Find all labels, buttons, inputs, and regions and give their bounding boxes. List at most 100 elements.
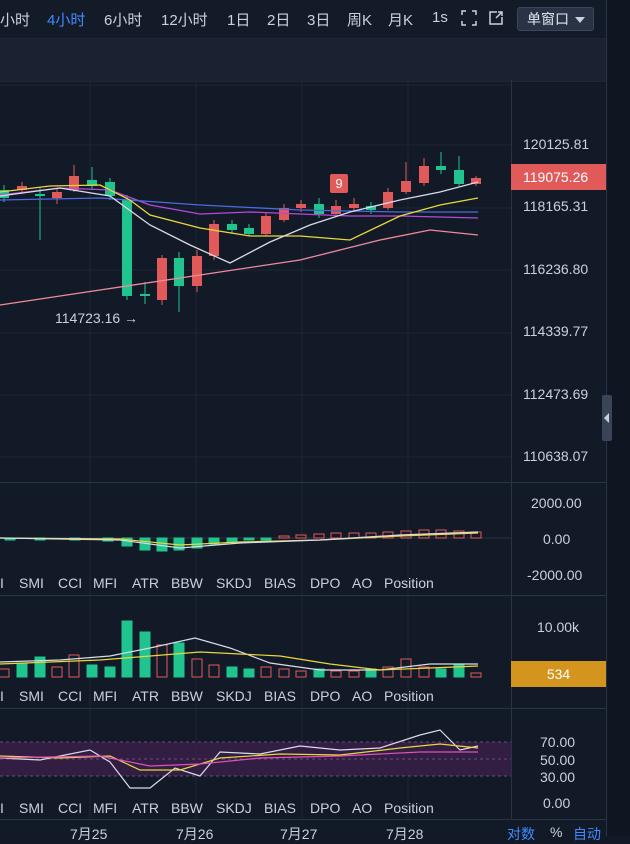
tf-1s[interactable]: 1s bbox=[432, 9, 448, 26]
ind-tab-position[interactable]: Position bbox=[384, 688, 434, 704]
macd-bar bbox=[191, 537, 203, 549]
ind-tab-position[interactable]: Position bbox=[384, 575, 434, 591]
volume-bar bbox=[86, 664, 98, 678]
tf-4h[interactable]: 4小时 bbox=[47, 12, 86, 29]
ind-tab-bbw[interactable]: BBW bbox=[171, 688, 203, 704]
ind-tab-i[interactable]: I bbox=[0, 800, 4, 816]
percent-scale-toggle[interactable]: % bbox=[550, 824, 563, 840]
ind-tab-atr[interactable]: ATR bbox=[132, 575, 159, 591]
fullscreen-icon[interactable] bbox=[461, 10, 477, 26]
candle-body bbox=[87, 180, 97, 186]
ind-tab-atr[interactable]: ATR bbox=[132, 688, 159, 704]
candle-body bbox=[349, 204, 359, 208]
ind-tab-cci[interactable]: CCI bbox=[58, 800, 83, 816]
collapse-panel-button[interactable] bbox=[602, 395, 612, 441]
volume-bar bbox=[156, 644, 168, 678]
ind-tab-bias[interactable]: BIAS bbox=[264, 800, 296, 816]
osc-line-j bbox=[0, 751, 478, 767]
volume-bar bbox=[139, 631, 151, 678]
tf-6h[interactable]: 6小时 bbox=[104, 12, 143, 29]
ind-tab-dpo[interactable]: DPO bbox=[310, 575, 341, 591]
ind-tab-skdj[interactable]: SKDJ bbox=[216, 575, 252, 591]
signal-marker-label: 9 bbox=[335, 176, 343, 191]
macd-line bbox=[0, 531, 479, 549]
pane-divider bbox=[0, 708, 606, 709]
volume-bar bbox=[313, 668, 325, 678]
macd-signal-line bbox=[0, 532, 479, 546]
macd-bar bbox=[260, 537, 272, 541]
signal-marker: 9 bbox=[330, 174, 348, 193]
volume-bar bbox=[243, 668, 255, 678]
ind-tab-atr[interactable]: ATR bbox=[132, 800, 159, 816]
volume-ma-line bbox=[0, 651, 479, 671]
indicator-tab-row: I SMI CCI MFI ATR BBW SKDJ BIAS DPO AO P… bbox=[0, 800, 510, 820]
ind-tab-dpo[interactable]: DPO bbox=[310, 688, 341, 704]
tf-1d[interactable]: 1日 bbox=[227, 12, 251, 29]
ind-tab-smi[interactable]: SMI bbox=[19, 688, 44, 704]
volume-bar bbox=[330, 670, 342, 678]
ind-tab-dpo[interactable]: DPO bbox=[310, 800, 341, 816]
macd-bar bbox=[278, 535, 290, 539]
tf-3d[interactable]: 3日 bbox=[307, 12, 331, 29]
volume-bar bbox=[68, 654, 80, 678]
candle-body bbox=[69, 176, 79, 190]
popout-icon[interactable] bbox=[488, 10, 504, 26]
osc-axis-label: 70.00 bbox=[540, 734, 576, 750]
ind-tab-cci[interactable]: CCI bbox=[58, 688, 83, 704]
ind-tab-i[interactable]: I bbox=[0, 575, 4, 591]
tf-month[interactable]: 月K bbox=[388, 12, 414, 29]
low-price-marker: 114723.16 → bbox=[55, 310, 139, 326]
price-axis-label: 120125.81 bbox=[523, 136, 590, 152]
candle-body bbox=[105, 182, 115, 196]
volume-bar bbox=[278, 668, 290, 678]
tf-12h[interactable]: 12小时 bbox=[161, 12, 208, 29]
volume-bar bbox=[51, 666, 63, 678]
volume-bar bbox=[382, 666, 394, 678]
volume-badge-value: 534 bbox=[546, 666, 571, 682]
ind-tab-ao[interactable]: AO bbox=[352, 575, 373, 591]
pane-divider bbox=[0, 595, 606, 596]
ind-tab-mfi[interactable]: MFI bbox=[93, 575, 118, 591]
candle-body bbox=[227, 224, 237, 230]
window-mode-label: 单窗口 bbox=[527, 11, 569, 27]
ind-tab-skdj[interactable]: SKDJ bbox=[216, 800, 252, 816]
ind-tab-bias[interactable]: BIAS bbox=[264, 688, 296, 704]
ma-line-blue bbox=[0, 197, 478, 213]
macd-axis-label: 0.00 bbox=[543, 531, 571, 547]
date-label: 7月25 bbox=[70, 826, 108, 842]
ind-tab-ao[interactable]: AO bbox=[352, 688, 373, 704]
macd-axis-label: -2000.00 bbox=[527, 567, 583, 583]
volume-bar bbox=[208, 664, 220, 678]
ind-tab-i[interactable]: I bbox=[0, 688, 4, 704]
ind-tab-bbw[interactable]: BBW bbox=[171, 800, 203, 816]
price-axis-label: 118165.31 bbox=[523, 198, 589, 214]
ind-tab-bias[interactable]: BIAS bbox=[264, 575, 296, 591]
tf-hour[interactable]: 小时 bbox=[0, 12, 31, 29]
candle-body bbox=[366, 206, 376, 210]
osc-line-k bbox=[0, 729, 479, 789]
window-mode-dropdown[interactable]: 单窗口 bbox=[517, 7, 594, 31]
ind-tab-bbw[interactable]: BBW bbox=[171, 575, 203, 591]
indicator-tab-row: I SMI CCI MFI ATR BBW SKDJ BIAS DPO AO P… bbox=[0, 575, 510, 595]
ind-tab-position[interactable]: Position bbox=[384, 800, 434, 816]
auto-scale-toggle[interactable]: 自动 bbox=[573, 826, 601, 842]
ma-line-mid bbox=[0, 187, 479, 219]
chart-canvas[interactable] bbox=[0, 0, 606, 836]
ind-tab-skdj[interactable]: SKDJ bbox=[216, 688, 252, 704]
candle-body bbox=[314, 204, 324, 214]
ind-tab-mfi[interactable]: MFI bbox=[93, 800, 118, 816]
log-scale-toggle[interactable]: 对数 bbox=[507, 826, 535, 842]
ind-tab-mfi[interactable]: MFI bbox=[93, 688, 118, 704]
ind-tab-ao[interactable]: AO bbox=[352, 800, 373, 816]
candle-body bbox=[122, 200, 132, 296]
tf-week[interactable]: 周K bbox=[347, 12, 373, 29]
candle-body bbox=[192, 256, 202, 286]
ind-tab-smi[interactable]: SMI bbox=[19, 800, 44, 816]
ind-tab-smi[interactable]: SMI bbox=[19, 575, 44, 591]
tf-2d[interactable]: 2日 bbox=[267, 12, 291, 29]
volume-bar bbox=[173, 642, 185, 678]
volume-bar bbox=[226, 666, 238, 678]
price-axis-label: 114339.77 bbox=[523, 323, 589, 339]
ind-tab-cci[interactable]: CCI bbox=[58, 575, 83, 591]
price-axis-label: 112473.69 bbox=[523, 386, 589, 402]
